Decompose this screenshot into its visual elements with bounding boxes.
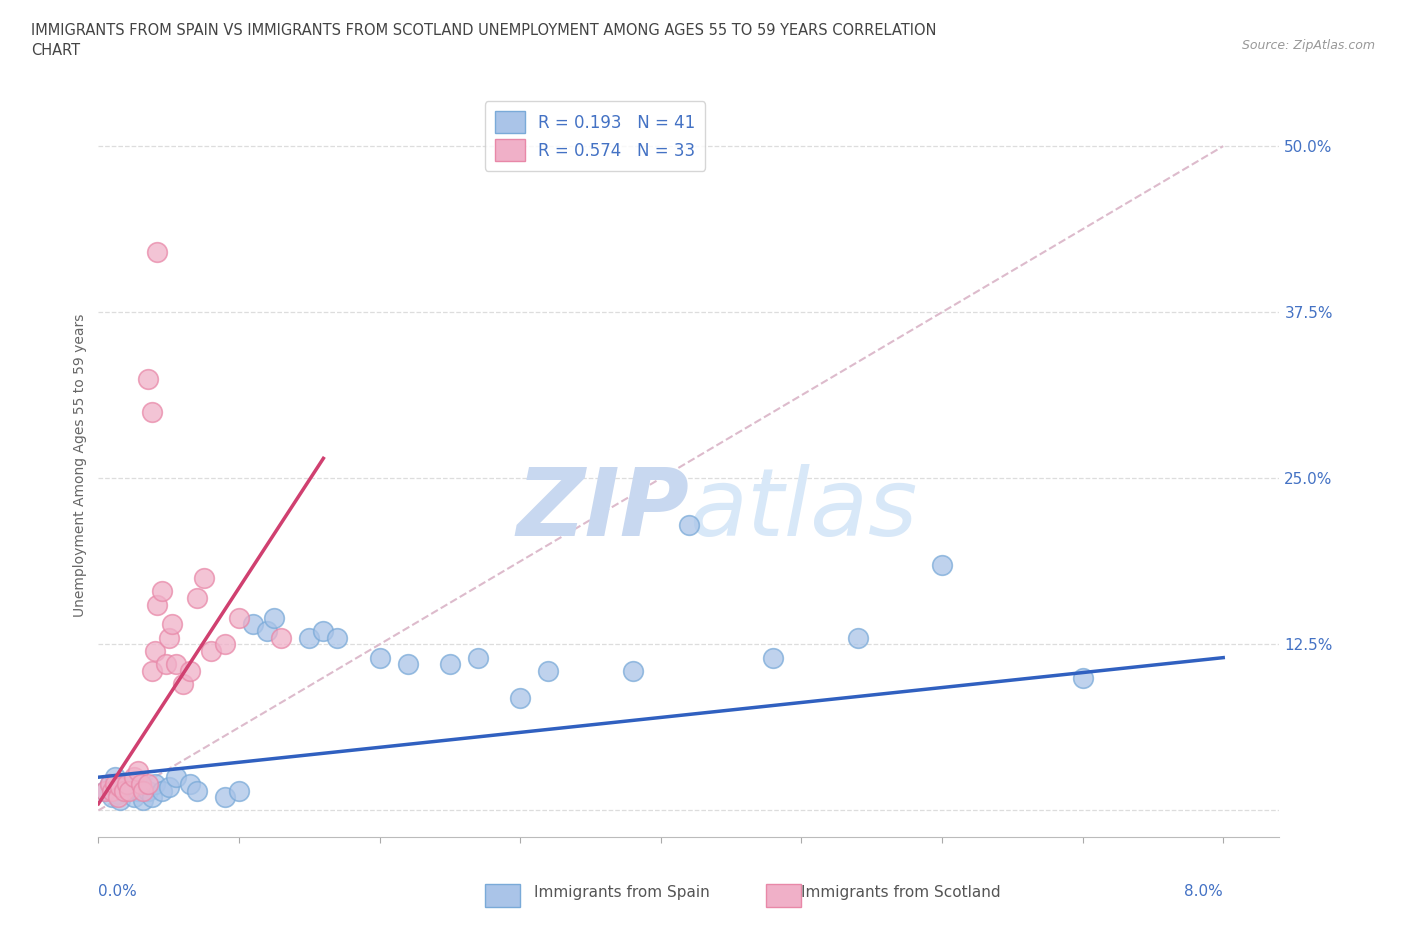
Point [1071,671,1094,685]
Point [136,371,159,386]
Text: IMMIGRANTS FROM SPAIN VS IMMIGRANTS FROM SCOTLAND UNEMPLOYMENT AMONG AGES 55 TO : IMMIGRANTS FROM SPAIN VS IMMIGRANTS FROM… [31,23,936,58]
Point [186,591,208,605]
Point [107,790,129,804]
Point [141,405,163,419]
Point [101,790,124,804]
Point [165,657,187,671]
Point [146,245,169,259]
Point [263,610,285,625]
Point [186,783,208,798]
Text: Source: ZipAtlas.com: Source: ZipAtlas.com [1241,39,1375,52]
Point [439,657,461,671]
Point [141,663,163,678]
Point [115,777,138,791]
Point [104,770,127,785]
Point [94,783,117,798]
Text: Immigrants from Scotland: Immigrants from Scotland [801,885,1001,900]
Point [368,650,391,665]
Point [127,783,149,798]
Point [98,777,121,791]
Point [678,517,700,532]
Point [256,624,278,639]
Point [127,764,149,778]
Point [621,663,644,678]
Legend: R = 0.193   N = 41, R = 0.574   N = 33: R = 0.193 N = 41, R = 0.574 N = 33 [485,101,706,171]
Point [136,783,159,798]
FancyBboxPatch shape [485,884,520,907]
Point [537,663,560,678]
Point [115,783,138,798]
Point [150,584,173,599]
Point [467,650,489,665]
Text: 8.0%: 8.0% [1184,884,1223,898]
Point [112,779,135,794]
Point [107,787,129,802]
Text: atlas: atlas [689,464,917,555]
Point [193,570,215,585]
Point [143,644,166,658]
Point [312,624,335,639]
Point [298,631,321,645]
Point [214,790,236,804]
Point [118,777,141,791]
Point [108,779,131,794]
Point [270,631,292,645]
Point [122,770,145,785]
Text: 0.0%: 0.0% [98,884,138,898]
Point [931,557,953,572]
Point [108,792,131,807]
Point [129,777,152,791]
Y-axis label: Unemployment Among Ages 55 to 59 years: Unemployment Among Ages 55 to 59 years [73,313,87,617]
Point [146,597,169,612]
Point [214,637,236,652]
Point [242,617,264,631]
Point [129,777,152,791]
Point [98,777,121,791]
FancyBboxPatch shape [766,884,801,907]
Point [200,644,222,658]
Point [326,631,349,645]
Point [94,783,117,798]
Point [179,777,201,791]
Point [143,777,166,791]
Point [846,631,869,645]
Point [101,783,124,798]
Point [132,783,155,798]
Point [141,790,163,804]
Point [396,657,419,671]
Point [179,663,201,678]
Point [165,770,187,785]
Point [762,650,785,665]
Point [228,610,250,625]
Text: Immigrants from Spain: Immigrants from Spain [534,885,710,900]
Point [104,777,127,791]
Point [157,631,180,645]
Point [228,783,250,798]
Point [122,790,145,804]
Point [160,617,183,631]
Point [118,783,141,798]
Text: ZIP: ZIP [516,464,689,555]
Point [509,690,531,705]
Point [136,777,159,791]
Point [132,792,155,807]
Point [172,677,194,692]
Point [150,783,173,798]
Point [112,783,135,798]
Point [155,657,177,671]
Point [157,779,180,794]
